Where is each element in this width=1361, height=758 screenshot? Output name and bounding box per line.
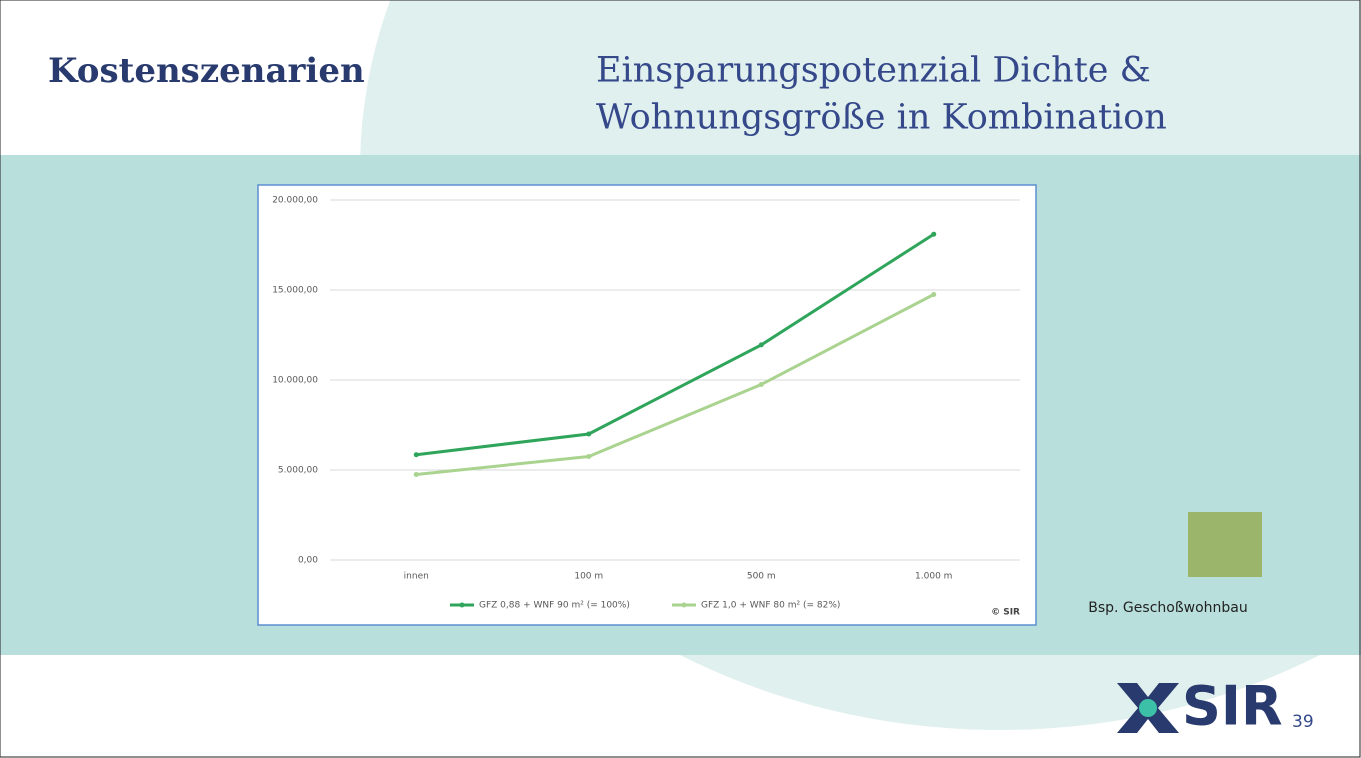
- slide-subtitle: Einsparungspotenzial Dichte &: [596, 51, 1151, 91]
- x-tick-label: 1.000 m: [915, 572, 952, 582]
- logo-dot: [1139, 699, 1157, 717]
- legend-marker: [682, 603, 687, 608]
- logo-text: SIR: [1182, 675, 1283, 738]
- slide-canvas: Kostenszenarien Einsparungspotenzial Dic…: [0, 0, 1361, 758]
- point: [586, 454, 591, 459]
- legend-label: GFZ 1,0 + WNF 80 m² (= 82%): [701, 601, 840, 611]
- point: [759, 382, 764, 387]
- thumbnail: [1188, 512, 1262, 577]
- page-number: 39: [1292, 712, 1314, 732]
- y-tick-label: 10.000,00: [272, 376, 318, 386]
- y-tick-label: 5.000,00: [278, 466, 318, 476]
- legend-label: GFZ 0,88 + WNF 90 m² (= 100%): [479, 601, 630, 611]
- slide: Kostenszenarien Einsparungspotenzial Dic…: [0, 0, 1361, 758]
- y-tick-label: 15.000,00: [272, 286, 318, 296]
- x-tick-label: 500 m: [747, 572, 776, 582]
- x-tick-label: innen: [404, 572, 429, 582]
- x-tick-label: 100 m: [574, 572, 603, 582]
- point: [759, 342, 764, 347]
- slide-subtitle: Wohnungsgröße in Kombination: [596, 98, 1167, 138]
- annotation: © SIR: [991, 608, 1020, 618]
- y-tick-label: 0,00: [298, 556, 318, 566]
- side-caption: Bsp. Geschoßwohnbau: [1088, 600, 1248, 616]
- point: [586, 432, 591, 437]
- legend-marker: [460, 603, 465, 608]
- slide-title: Kostenszenarien: [48, 51, 365, 91]
- y-tick-label: 20.000,00: [272, 196, 318, 206]
- point: [414, 472, 419, 477]
- point: [931, 232, 936, 237]
- point: [414, 452, 419, 457]
- point: [931, 292, 936, 297]
